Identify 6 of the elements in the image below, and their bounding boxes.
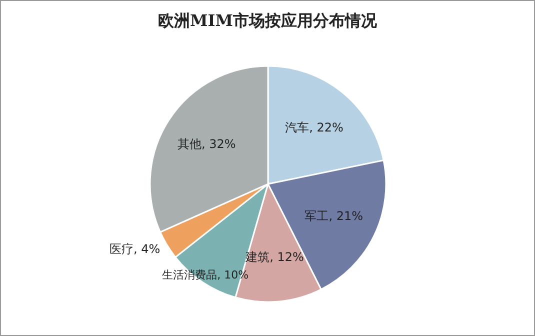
slice-label: 医疗, 4% (110, 242, 160, 256)
slice-label: 建筑, 12% (244, 250, 304, 264)
slice-label: 其他, 32% (177, 137, 236, 152)
slice-label: 军工, 21% (304, 208, 363, 223)
chart-title: 欧洲MIM市场按应用分布情况 (157, 11, 378, 32)
slice-label: 汽车, 22% (285, 120, 344, 134)
